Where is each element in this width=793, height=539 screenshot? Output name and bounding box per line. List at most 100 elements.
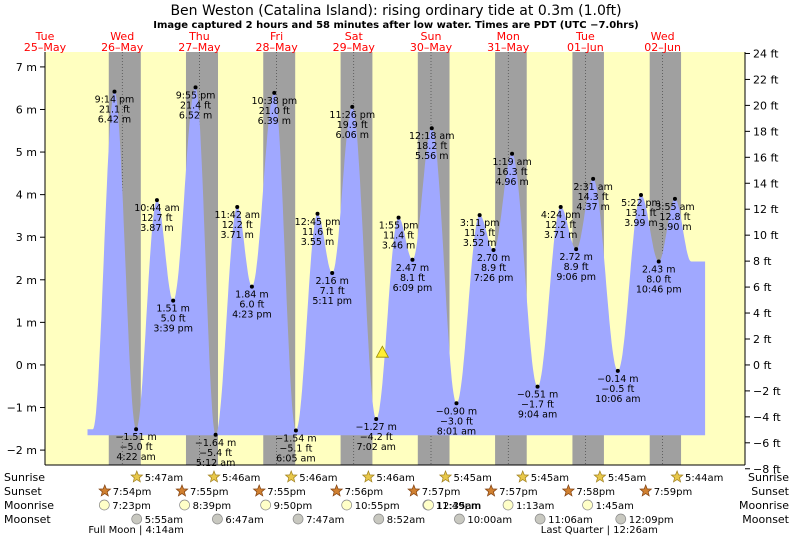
tide-extremum-dot xyxy=(154,198,159,203)
y-tick-label-m: 5 m xyxy=(16,146,37,159)
moon-icon xyxy=(534,513,546,525)
y-tick-label-ft: 10 ft xyxy=(753,229,779,242)
day-name: Fri xyxy=(270,30,283,43)
tide-extremum-dot xyxy=(193,85,198,90)
moonrise-time: 9:50pm xyxy=(274,501,313,512)
tide-label: 2.47 m xyxy=(396,263,429,274)
moonset-time: 11:06am xyxy=(548,515,593,526)
sun-icon xyxy=(284,470,298,483)
sunset-time: 7:57pm xyxy=(499,487,538,498)
y-tick-label-ft: 6 ft xyxy=(753,281,772,294)
tide-label: 2.16 m xyxy=(315,276,348,287)
day-date: 31–May xyxy=(487,41,530,54)
tide-label: 5.56 m xyxy=(415,151,448,162)
day-date: 25–May xyxy=(24,41,67,54)
y-tick-label-m: −2 m xyxy=(7,444,37,457)
moon-phase-label: Full Moon | 4:14am xyxy=(88,525,184,536)
tide-label: −0.14 m xyxy=(597,374,638,385)
tide-label: 4:24 pm xyxy=(541,210,581,221)
tide-label: 13.1 ft xyxy=(625,208,656,219)
moonrise-time: 7:23pm xyxy=(112,501,151,512)
sunrise-time: 5:44am xyxy=(685,473,723,484)
row-label-left: Sunrise xyxy=(4,471,45,484)
day-name: Wed xyxy=(651,30,675,43)
tide-label: 10:46 pm xyxy=(636,284,682,295)
moonset-time: 12:09pm xyxy=(629,515,674,526)
tide-extremum-dot xyxy=(656,259,661,264)
tide-label: 9:55 pm xyxy=(176,90,216,101)
y-tick-label-ft: 2 ft xyxy=(753,333,772,346)
moon-icon xyxy=(582,499,593,511)
tide-label: −5.1 ft xyxy=(279,444,312,455)
day-date: 01–Jun xyxy=(567,41,604,54)
day-date: 28–May xyxy=(255,41,298,54)
row-label-right: Sunrise xyxy=(748,471,789,484)
tide-label: 8:01 am xyxy=(437,426,476,437)
tide-extremum-dot xyxy=(374,417,379,422)
day-name: Tue xyxy=(35,30,55,43)
chart-title: Ben Weston (Catalina Island): rising ord… xyxy=(170,3,621,19)
tide-label: −5.4 ft xyxy=(199,448,232,459)
chart-subtitle: Image captured 2 hours and 58 minutes af… xyxy=(153,20,638,31)
moonset-time: 7:47am xyxy=(306,515,344,526)
tide-label: 3.46 m xyxy=(382,241,415,252)
sun-icon xyxy=(438,470,453,483)
tide-label: 10:38 pm xyxy=(251,96,297,107)
moon-icon xyxy=(179,499,190,511)
tide-label: 4:22 am xyxy=(116,452,155,463)
y-tick-label-ft: −8 ft xyxy=(753,463,781,476)
tide-extremum-dot xyxy=(510,151,515,156)
tide-extremum-dot xyxy=(638,193,643,198)
tide-label: 3.90 m xyxy=(658,222,691,233)
tide-label: 11.4 ft xyxy=(383,231,414,242)
sun-icon xyxy=(252,484,266,497)
day-date: 02–Jun xyxy=(644,41,681,54)
tide-label: 12.2 ft xyxy=(545,220,576,231)
tide-extremum-dot xyxy=(112,89,117,94)
y-tick-label-ft: −2 ft xyxy=(753,385,781,398)
moonrise-time: 8:39pm xyxy=(193,501,232,512)
tide-label: 6.0 ft xyxy=(239,300,264,311)
tide-extremum-dot xyxy=(410,257,415,262)
y-tick-label-m: 3 m xyxy=(16,231,37,244)
sun-icon xyxy=(175,484,189,497)
sunrise-time: 5:46am xyxy=(376,473,414,484)
tide-label: 11:42 am xyxy=(214,210,259,221)
tide-label: 3.71 m xyxy=(544,230,577,241)
y-tick-label-ft: −6 ft xyxy=(753,437,781,450)
sunrise-time: 5:47am xyxy=(145,473,183,484)
tide-extremum-dot xyxy=(315,211,320,216)
moon-icon xyxy=(423,499,434,511)
sun-icon xyxy=(484,484,498,497)
tide-label: 21.1 ft xyxy=(99,105,130,116)
sun-icon xyxy=(670,470,684,483)
moonrise-time: 1:13am xyxy=(516,501,554,512)
moonrise-time: 11:49pm xyxy=(436,501,481,512)
tide-label: 7:26 pm xyxy=(474,273,514,284)
row-label-left: Moonset xyxy=(4,513,51,526)
tide-label: 8.9 ft xyxy=(564,262,589,273)
tide-label: 12:45 pm xyxy=(295,217,341,228)
tide-label: 6.39 m xyxy=(258,116,291,127)
tide-label: 6:09 pm xyxy=(393,283,433,294)
y-tick-label-ft: 8 ft xyxy=(753,255,772,268)
y-tick-label-ft: 22 ft xyxy=(753,73,779,86)
tide-extremum-dot xyxy=(272,90,277,95)
tide-extremum-dot xyxy=(350,104,355,109)
moonset-time: 6:47am xyxy=(225,515,263,526)
day-name: Wed xyxy=(110,30,134,43)
sun-icon xyxy=(98,484,112,497)
day-date: 30–May xyxy=(410,41,453,54)
tide-label: 1:19 am xyxy=(492,157,531,168)
tide-label: 4:23 pm xyxy=(232,310,272,321)
sun-icon xyxy=(516,470,530,483)
moon-icon xyxy=(131,513,143,525)
tide-label: 5:22 pm xyxy=(621,198,661,209)
tide-label: 16.3 ft xyxy=(497,167,528,178)
tide-label: 8.9 ft xyxy=(481,263,506,274)
tide-extremum-dot xyxy=(535,384,540,389)
day-date: 26–May xyxy=(101,41,144,54)
tide-label: −0.5 ft xyxy=(601,384,634,395)
tide-label: 5:11 pm xyxy=(312,296,352,307)
